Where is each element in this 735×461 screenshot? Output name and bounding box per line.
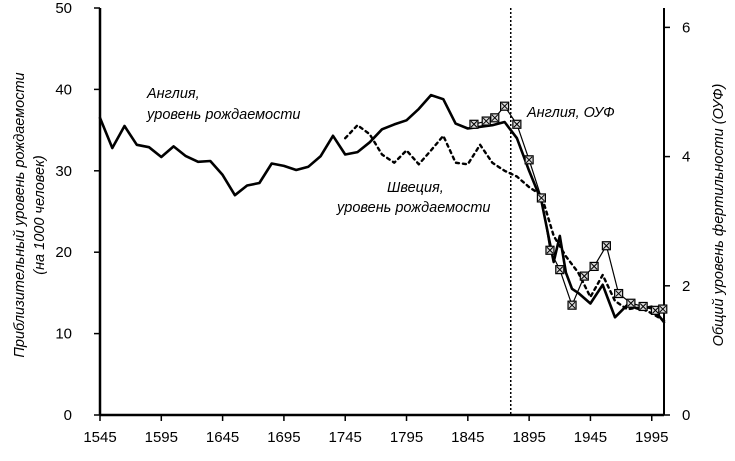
y-right-axis-title: Общий уровень фертильности (ОУФ) (711, 84, 727, 347)
tfr-point-cross (501, 102, 508, 110)
tfr-point-cross (470, 120, 478, 128)
x-tick-label: 1745 (329, 429, 362, 446)
annotation-sweden-birth-1: Швеция, (387, 180, 444, 196)
tfr-point-cross (590, 263, 598, 270)
tfr-point-cross (659, 305, 667, 313)
tfr-point-cross (639, 303, 647, 310)
annotation-england-birth-1: Англия, (146, 86, 200, 102)
annotation-sweden-birth-2: уровень рождаемости (336, 200, 491, 216)
y-right-tick-label: 4 (682, 149, 690, 166)
y-left-tick-label: 10 (55, 326, 72, 343)
x-tick-label: 1545 (83, 429, 116, 446)
x-tick-label: 1595 (145, 429, 178, 446)
y-right-tick-label: 2 (682, 278, 690, 295)
x-tick-label: 1695 (267, 429, 300, 446)
tfr-point-cross (568, 301, 576, 309)
x-tick-label: 1645 (206, 429, 239, 446)
annotation-england-tfr: Англия, ОУФ (526, 105, 615, 121)
x-tick-label: 1895 (512, 429, 545, 446)
y-left-tick-label: 0 (64, 407, 72, 424)
tfr-point-cross (546, 246, 554, 254)
y-left-tick-label: 50 (55, 0, 72, 17)
y-left-tick-label: 20 (55, 244, 72, 261)
tfr-point-cross (482, 117, 490, 125)
tfr-point-cross (525, 156, 533, 164)
y-left-tick-label: 30 (55, 163, 72, 180)
x-tick-label: 1945 (574, 429, 607, 446)
tfr-point-cross (652, 306, 659, 314)
x-tick-label: 1845 (451, 429, 484, 446)
y-left-axis-subtitle: (на 1000 человек) (32, 155, 48, 275)
tfr-point-cross (603, 242, 610, 250)
y-right-tick-label: 6 (682, 19, 690, 36)
tfr-point-cross (627, 299, 635, 307)
annotation-england-birth-2: уровень рождаемости (146, 107, 301, 123)
y-right-tick-label: 0 (682, 407, 690, 424)
y-left-axis-title: Приблизительный уровень рождаемости (12, 72, 28, 357)
y-left-tick-label: 40 (55, 81, 72, 98)
x-tick-label: 1995 (635, 429, 668, 446)
tfr-point-cross (556, 266, 564, 273)
tfr-point-cross (580, 272, 588, 280)
tfr-point-cross (538, 194, 545, 202)
x-tick-label: 1795 (390, 429, 423, 446)
tfr-point-cross (615, 290, 622, 297)
tfr-point-cross (491, 114, 499, 122)
series-line-2 (344, 123, 666, 322)
tfr-point-cross (513, 120, 521, 128)
